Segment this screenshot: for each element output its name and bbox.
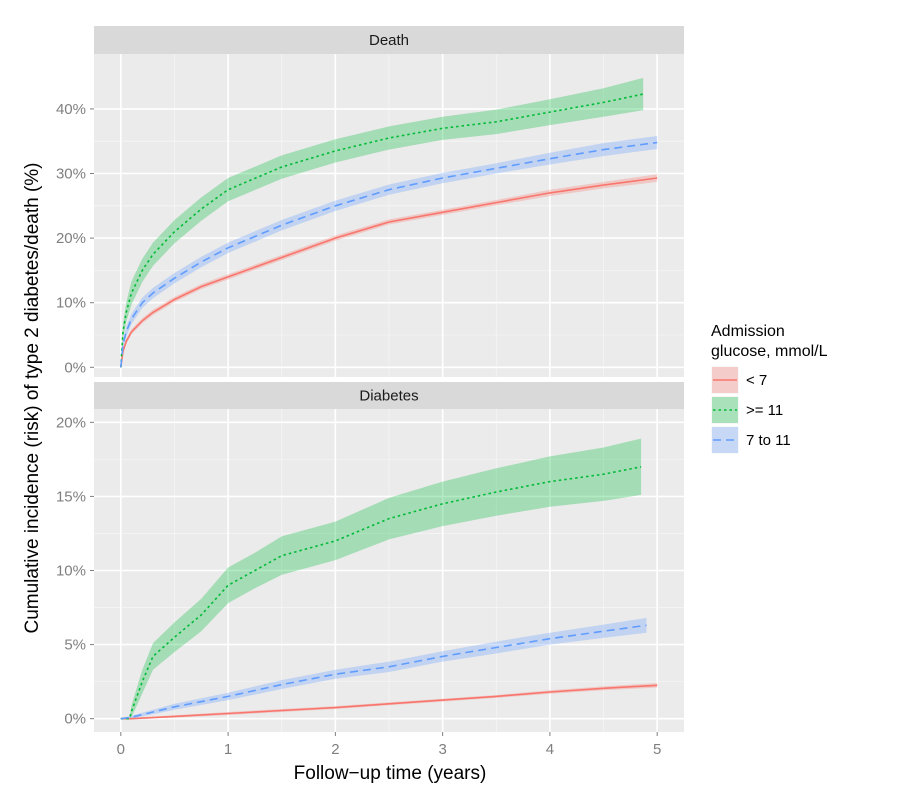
confidence-band (120, 683, 658, 719)
x-axis-ticks: 0 1 2 3 4 5 (117, 732, 661, 758)
x-tick-label: 2 (331, 741, 339, 758)
series-group (120, 438, 658, 720)
y-tick-label: 10% (56, 295, 86, 312)
strip-background (94, 26, 684, 54)
y-tick-label: 15% (56, 488, 86, 505)
legend-label: 7 to 11 (746, 432, 791, 449)
confidence-band (120, 438, 642, 719)
legend-title-line-2: glucose, mmol/L (711, 343, 828, 360)
series-line (120, 141, 658, 368)
legend-keys: < 7 >= 11 7 to 11 (710, 365, 791, 455)
x-tick-label: 3 (438, 741, 446, 758)
series-line (120, 466, 642, 720)
y-tick-label: 10% (56, 563, 86, 580)
panel-diabetes: Diabetes 0% 5% 10% 15% 20% (56, 382, 684, 732)
x-tick-label: 0 (117, 741, 125, 758)
x-axis-title: Follow−up time (years) (294, 763, 487, 784)
confidence-band (120, 77, 644, 368)
y-tick-label: 5% (64, 637, 86, 654)
y-tick-label: 40% (56, 101, 86, 118)
series-line (120, 684, 658, 720)
y-tick-label: 20% (56, 414, 86, 431)
legend-title-line-1: Admission (711, 323, 785, 340)
y-axis-title: Cumulative incidence (risk) of type 2 di… (22, 162, 43, 633)
x-tick-label: 4 (546, 741, 554, 758)
panel-death: Death 0% 10% 20% 30% 40% (56, 26, 684, 377)
y-tick-label: 20% (56, 230, 86, 247)
x-tick-label: 1 (224, 741, 232, 758)
legend-label: < 7 (746, 372, 767, 389)
gridlines (94, 54, 684, 377)
series-line (120, 177, 658, 368)
x-tick-label: 5 (653, 741, 661, 758)
legend-entry: 7 to 11 (710, 425, 791, 455)
y-tick-label: 0% (64, 359, 86, 376)
panels: Death 0% 10% 20% 30% 40% Diabetes 0% 5% 10% 15% 20% (56, 26, 684, 732)
strip-label: Diabetes (359, 388, 418, 405)
series-group (120, 77, 658, 368)
gridlines (94, 409, 684, 732)
confidence-band (120, 136, 658, 368)
strip-background (94, 382, 684, 409)
legend: Admission glucose, mmol/L < 7 >= 11 7 to 1… (710, 323, 828, 455)
legend-entry: >= 11 (710, 395, 783, 425)
legend-entry: < 7 (710, 365, 767, 395)
y-tick-label: 0% (64, 711, 86, 728)
strip-label: Death (369, 32, 409, 49)
y-tick-label: 30% (56, 166, 86, 183)
series-line (120, 624, 647, 720)
legend-label: >= 11 (746, 402, 783, 419)
